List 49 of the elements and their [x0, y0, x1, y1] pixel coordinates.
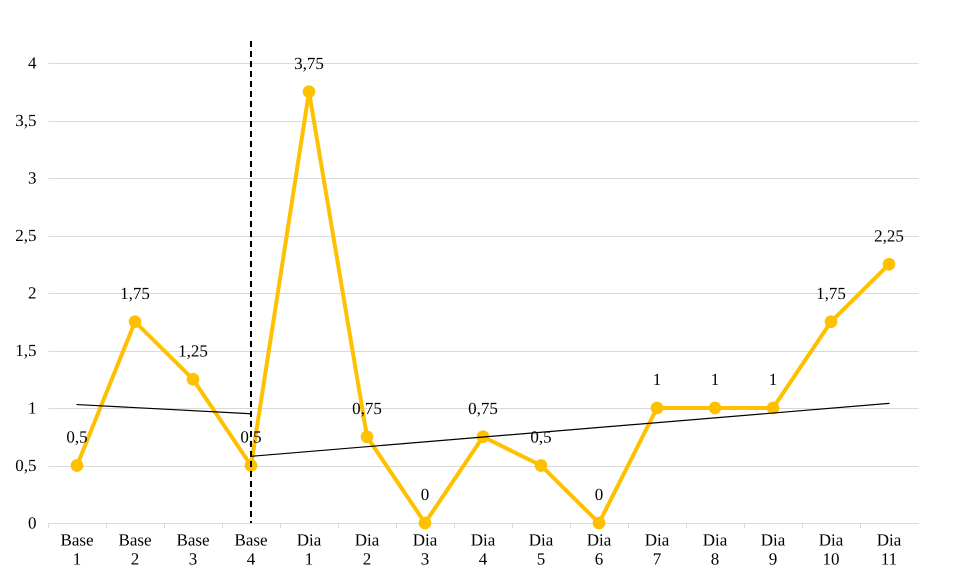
point: [650, 402, 664, 414]
x-tick-label: Dia 1: [296, 530, 322, 568]
y-tick-label: 2: [28, 284, 36, 302]
point: [534, 459, 548, 472]
x-tick-label: Dia 4: [470, 530, 496, 568]
x-tick-label: Dia 9: [760, 530, 786, 568]
data-label: 1: [652, 370, 662, 389]
data-label: 1: [768, 370, 778, 389]
x-tick-label: Base 2: [118, 530, 152, 568]
x-tick-label: Dia 8: [702, 530, 728, 568]
point: [592, 516, 606, 530]
point: [882, 258, 896, 271]
data-label: 2,25: [874, 226, 904, 246]
x-tick-label: Base 1: [60, 530, 94, 568]
point: [70, 459, 84, 472]
x-tick-label: Dia 2: [354, 530, 380, 568]
data-label: 1,25: [178, 341, 208, 360]
x-tick-label: Dia 3: [412, 530, 438, 568]
point: [418, 516, 432, 530]
point: [302, 85, 316, 98]
y-tick-label: 3,5: [15, 111, 36, 130]
data-label: 1: [710, 370, 720, 389]
point: [186, 372, 200, 386]
y-tick-label: 1,5: [15, 341, 36, 360]
y-tick-label: 4: [28, 54, 37, 72]
y-tick-label: 2,5: [15, 226, 36, 245]
y-tick-label: 0,5: [15, 456, 36, 475]
point: [708, 402, 722, 414]
data-label: 0: [594, 485, 604, 504]
data-label: 0,5: [66, 428, 88, 446]
y-tick-label: 1: [28, 398, 36, 418]
y-tick-label: 3: [28, 168, 36, 188]
x-tick-label: Base 3: [176, 530, 210, 568]
x-tick-label: Dia 7: [644, 530, 670, 568]
point: [824, 315, 838, 328]
x-tick-label: Dia 5: [528, 530, 554, 568]
x-tick-label: Dia 10: [818, 530, 844, 568]
x-tick-label: Dia 11: [876, 530, 902, 568]
point: [360, 430, 374, 444]
y-tick-label: 0: [28, 514, 36, 532]
x-tick-label: Dia 6: [586, 530, 612, 568]
data-label: 0,75: [468, 398, 498, 418]
data-label: 1,75: [120, 284, 150, 303]
data-label: 0: [420, 485, 430, 504]
data-label: 3,75: [294, 54, 324, 73]
point: [128, 315, 142, 328]
x-tick-label: Base 4: [234, 530, 268, 568]
data-label: 1,75: [816, 284, 846, 303]
point: [766, 402, 780, 414]
